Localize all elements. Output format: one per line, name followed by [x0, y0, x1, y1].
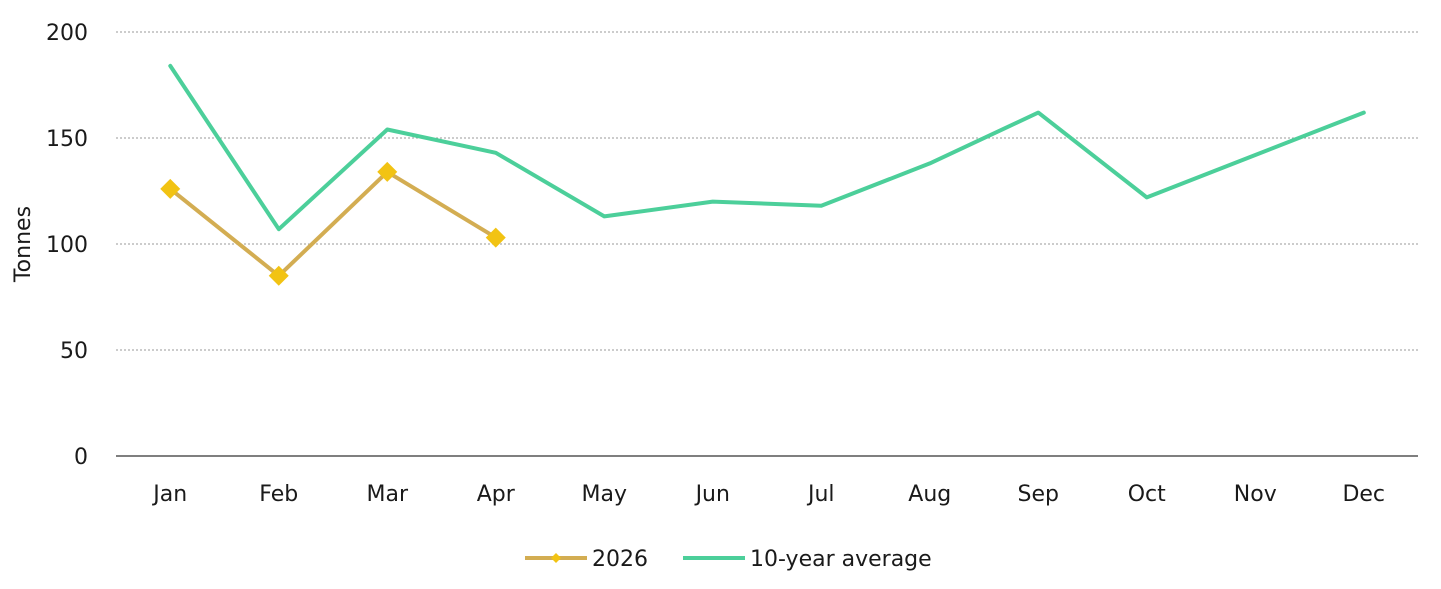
x-tick-label: Jul — [806, 482, 835, 507]
y-tick-label: 200 — [46, 21, 88, 46]
x-tick-label: Sep — [1018, 482, 1059, 507]
x-tick-label: Nov — [1234, 482, 1277, 507]
legend-label: 10-year average — [750, 547, 932, 572]
legend-label: 2026 — [592, 547, 648, 572]
x-tick-label: May — [582, 482, 627, 507]
series — [160, 63, 1366, 286]
series-line — [168, 169, 498, 278]
x-tick-label: Feb — [259, 482, 298, 507]
axes: 0 50 100 150 200 Jan Feb Mar Apr May Jun Jul Aug Sep O… — [46, 21, 1418, 507]
x-tick-label: Jun — [694, 482, 730, 507]
legend-item: 10-year average — [683, 547, 932, 572]
y-tick-label: 150 — [46, 127, 88, 152]
x-tick-label: Aug — [908, 482, 951, 507]
y-tick-label: 50 — [60, 339, 88, 364]
legend: 2026 10-year average — [525, 547, 932, 572]
grid-lines — [116, 31, 1418, 351]
data-point-marker — [268, 265, 289, 286]
legend-item: 2026 — [525, 547, 648, 572]
x-tick-label: Oct — [1128, 482, 1166, 507]
x-tick-label: Jan — [151, 482, 187, 507]
y-axis-label: Tonnes — [11, 206, 36, 283]
y-tick-label: 100 — [46, 233, 88, 258]
data-point-marker — [485, 227, 506, 248]
data-point-marker — [377, 161, 398, 182]
series-line — [168, 63, 1366, 232]
y-tick-label: 0 — [74, 445, 88, 470]
x-tick-label: Apr — [477, 482, 516, 507]
x-tick-label: Mar — [366, 482, 408, 507]
data-point-marker — [160, 178, 181, 199]
x-tick-label: Dec — [1342, 482, 1385, 507]
legend-swatch-marker — [551, 553, 561, 563]
